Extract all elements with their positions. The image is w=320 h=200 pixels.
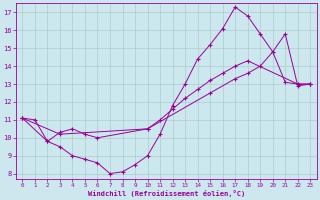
X-axis label: Windchill (Refroidissement éolien,°C): Windchill (Refroidissement éolien,°C) (88, 190, 245, 197)
